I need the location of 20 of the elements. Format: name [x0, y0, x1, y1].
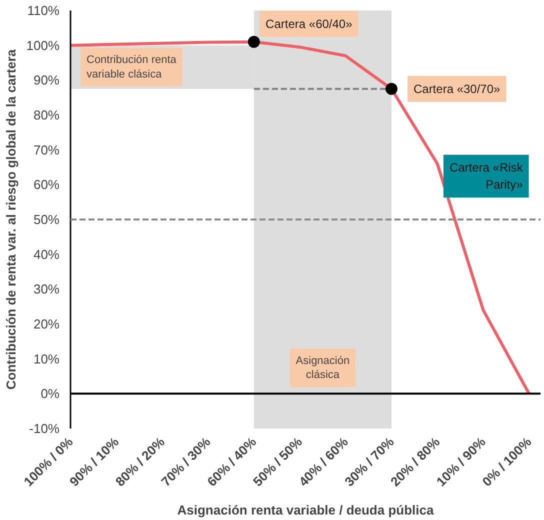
- band-label: Contribución renta variable clásica: [86, 54, 178, 80]
- y-tick-label: 50%: [33, 212, 60, 227]
- x-axis-title: Asignación renta variable / deuda pública: [177, 502, 434, 518]
- y-tick-label: 100%: [26, 38, 60, 53]
- y-tick-label: 70%: [33, 142, 60, 158]
- y-tick-label: 80%: [33, 108, 60, 122]
- annotation: Cartera «60/40»: [266, 16, 353, 31]
- annotation: Cartera «30/70»: [413, 82, 501, 96]
- y-axis-title: Contribución de renta var. al riesgo global de la cartera: [3, 48, 18, 390]
- y-tick-label: -10%: [29, 421, 60, 436]
- y-tick-label: 20%: [33, 316, 60, 332]
- y-tick-label: 90%: [33, 72, 60, 88]
- y-tick-label: 40%: [33, 246, 60, 262]
- band-label: Asignación clásica: [296, 354, 350, 382]
- y-tick-label: 60%: [33, 177, 60, 192]
- y-tick-label: 110%: [27, 3, 60, 18]
- y-tick-label: 30%: [33, 282, 60, 297]
- y-tick-label: 10%: [33, 351, 60, 366]
- annotation: Cartera «Risk Parity»: [449, 160, 524, 192]
- y-tick-label: 0%: [40, 386, 60, 402]
